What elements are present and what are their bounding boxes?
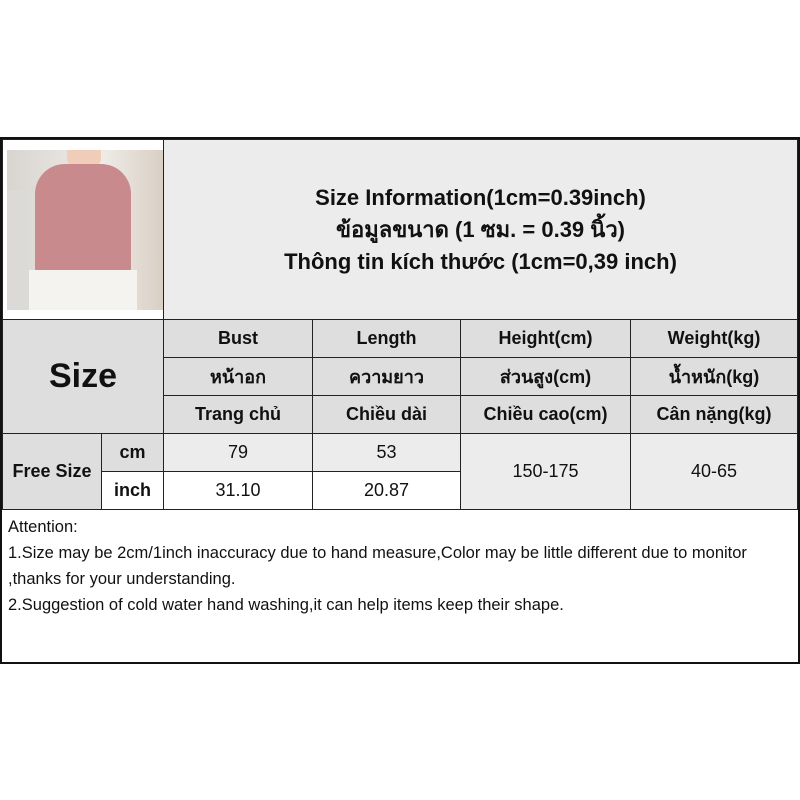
attention-notes: Attention: 1.Size may be 2cm/1inch inacc… [2,510,798,662]
col-length-vi: Chiều dài [312,395,461,434]
size-chart: Size Information(1cm=0.39inch) ข้อมูลขนา… [0,137,800,664]
col-weight-en: Weight(kg) [630,319,798,358]
title-vietnamese: Thông tin kích thước (1cm=0,39 inch) [284,248,677,274]
col-length-en: Length [312,319,461,358]
attention-note-1: 1.Size may be 2cm/1inch inaccuracy due t… [8,544,752,588]
length-cm: 53 [312,433,461,472]
unit-inch: inch [101,471,164,510]
attention-note-2: 2.Suggestion of cold water hand washing,… [8,596,564,614]
col-bust-vi: Trang chủ [163,395,313,434]
length-inch: 20.87 [312,471,461,510]
title-english: Size Information(1cm=0.39inch) [315,184,646,210]
weight-range: 40-65 [630,433,798,510]
col-bust-th: หน้าอก [163,357,313,396]
title-thai: ข้อมูลขนาด (1 ซม. = 0.39 นิ้ว) [335,216,625,242]
height-range: 150-175 [460,433,631,510]
col-height-en: Height(cm) [460,319,631,358]
attention-heading: Attention: [8,518,78,536]
size-name: Free Size [2,433,102,510]
col-height-vi: Chiều cao(cm) [460,395,631,434]
bust-inch: 31.10 [163,471,313,510]
product-photo-cell [2,139,164,320]
col-weight-vi: Cân nặng(kg) [630,395,798,434]
size-label: Size [2,319,164,434]
col-weight-th: น้ำหนัก(kg) [630,357,798,396]
size-info-title: Size Information(1cm=0.39inch) ข้อมูลขนา… [163,139,798,320]
bust-cm: 79 [163,433,313,472]
product-photo [7,150,163,310]
col-height-th: ส่วนสูง(cm) [460,357,631,396]
unit-cm: cm [101,433,164,472]
col-bust-en: Bust [163,319,313,358]
col-length-th: ความยาว [312,357,461,396]
